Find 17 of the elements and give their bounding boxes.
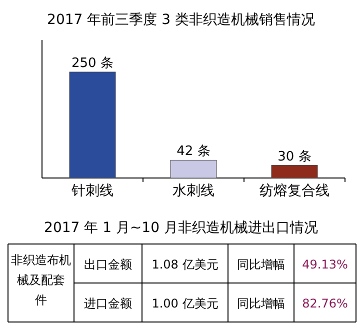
text: 进口金额 <box>84 296 132 310</box>
data-label: 250 条 <box>72 56 114 71</box>
x-tick-label: 针刺线 <box>70 183 114 199</box>
text: 同比增幅 <box>237 258 285 272</box>
x-tick-label: 纺熔复合线 <box>260 183 330 199</box>
text: 49.13% <box>302 258 348 272</box>
text: 非织造布机械及配套件 <box>11 253 71 307</box>
data-label: 30 条 <box>278 149 312 164</box>
text: 2017 年 1 月~10 月非织造机械进出口情况 <box>44 220 318 236</box>
data-label: 42 条 <box>176 144 210 160</box>
text: 同比增幅 <box>237 296 285 310</box>
text: 1.00 亿美元 <box>152 296 218 310</box>
x-tick-label: 水刺线 <box>172 183 214 199</box>
text: 1.08 亿美元 <box>152 258 218 272</box>
chart-title: 2017 年前三季度 3 类非织造机械销售情况 <box>47 12 315 28</box>
text: 82.76% <box>302 296 348 310</box>
text: 出口金额 <box>84 258 132 272</box>
